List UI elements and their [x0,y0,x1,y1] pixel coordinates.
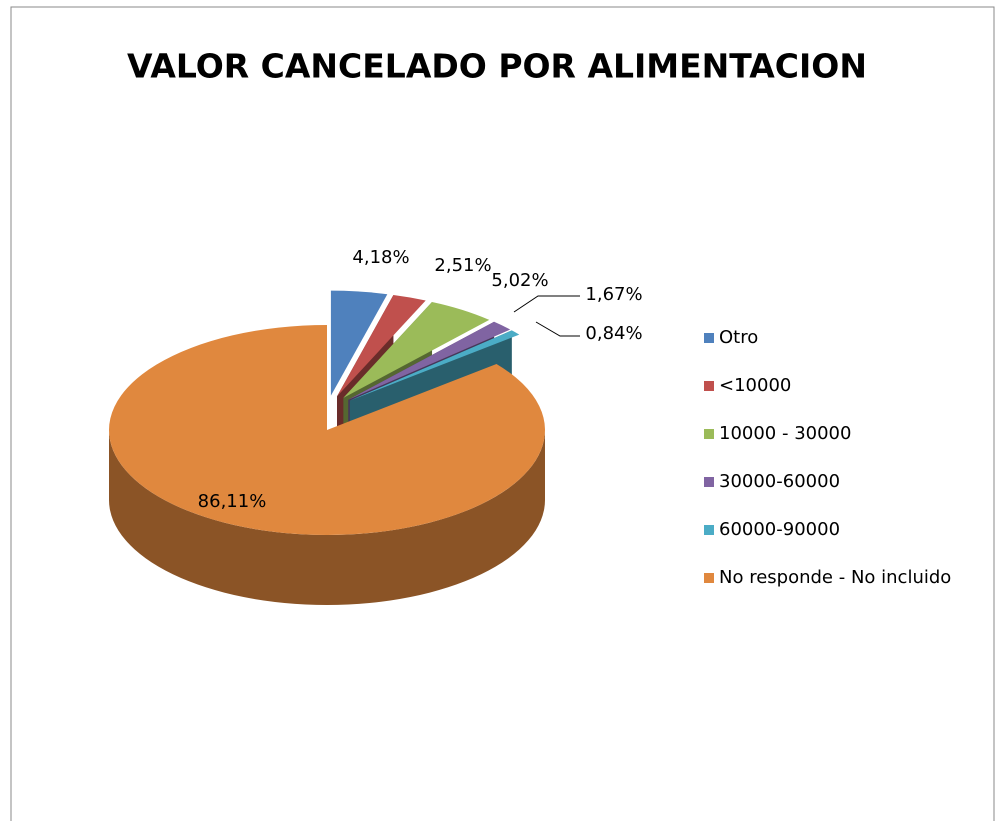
legend-swatch [704,429,714,439]
legend-label: No responde - No incluido [719,567,951,588]
slice [330,290,388,396]
data-label: 5,02% [491,270,548,291]
chart-title: VALOR CANCELADO POR ALIMENTACION [127,47,867,86]
legend-label: Otro [719,327,758,348]
legend-label: <10000 [719,375,791,396]
legend-label: 60000-90000 [719,519,840,540]
legend-label: 10000 - 30000 [719,423,851,444]
legend-swatch [704,477,714,487]
data-label: 0,84% [585,323,642,344]
slice [108,325,545,536]
data-label: 86,11% [198,491,267,512]
data-label: 4,18% [352,247,409,268]
legend-swatch [704,573,714,583]
legend-swatch [704,525,714,535]
leader-line [513,295,580,313]
slice-side [109,430,545,605]
legend-label: 30000-60000 [719,471,840,492]
legend-swatch [704,333,714,343]
legend-swatch [704,381,714,391]
data-label: 2,51% [434,255,491,276]
leader-line [535,321,580,337]
data-label: 1,67% [585,284,642,305]
slice [343,301,490,398]
slice [337,294,426,397]
slice [349,330,520,401]
slice [348,321,511,400]
pie [108,290,545,605]
